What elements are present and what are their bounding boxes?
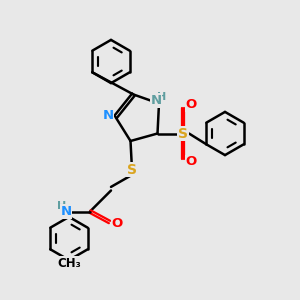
Text: N: N <box>102 109 114 122</box>
Text: H: H <box>158 92 166 102</box>
Text: O: O <box>186 98 197 112</box>
Text: O: O <box>186 155 197 169</box>
Text: N: N <box>60 205 72 218</box>
Text: H: H <box>57 201 66 211</box>
Text: S: S <box>178 127 188 140</box>
Text: S: S <box>127 163 137 176</box>
Text: CH₃: CH₃ <box>57 256 81 270</box>
Text: N: N <box>150 94 162 107</box>
Text: O: O <box>111 217 123 230</box>
